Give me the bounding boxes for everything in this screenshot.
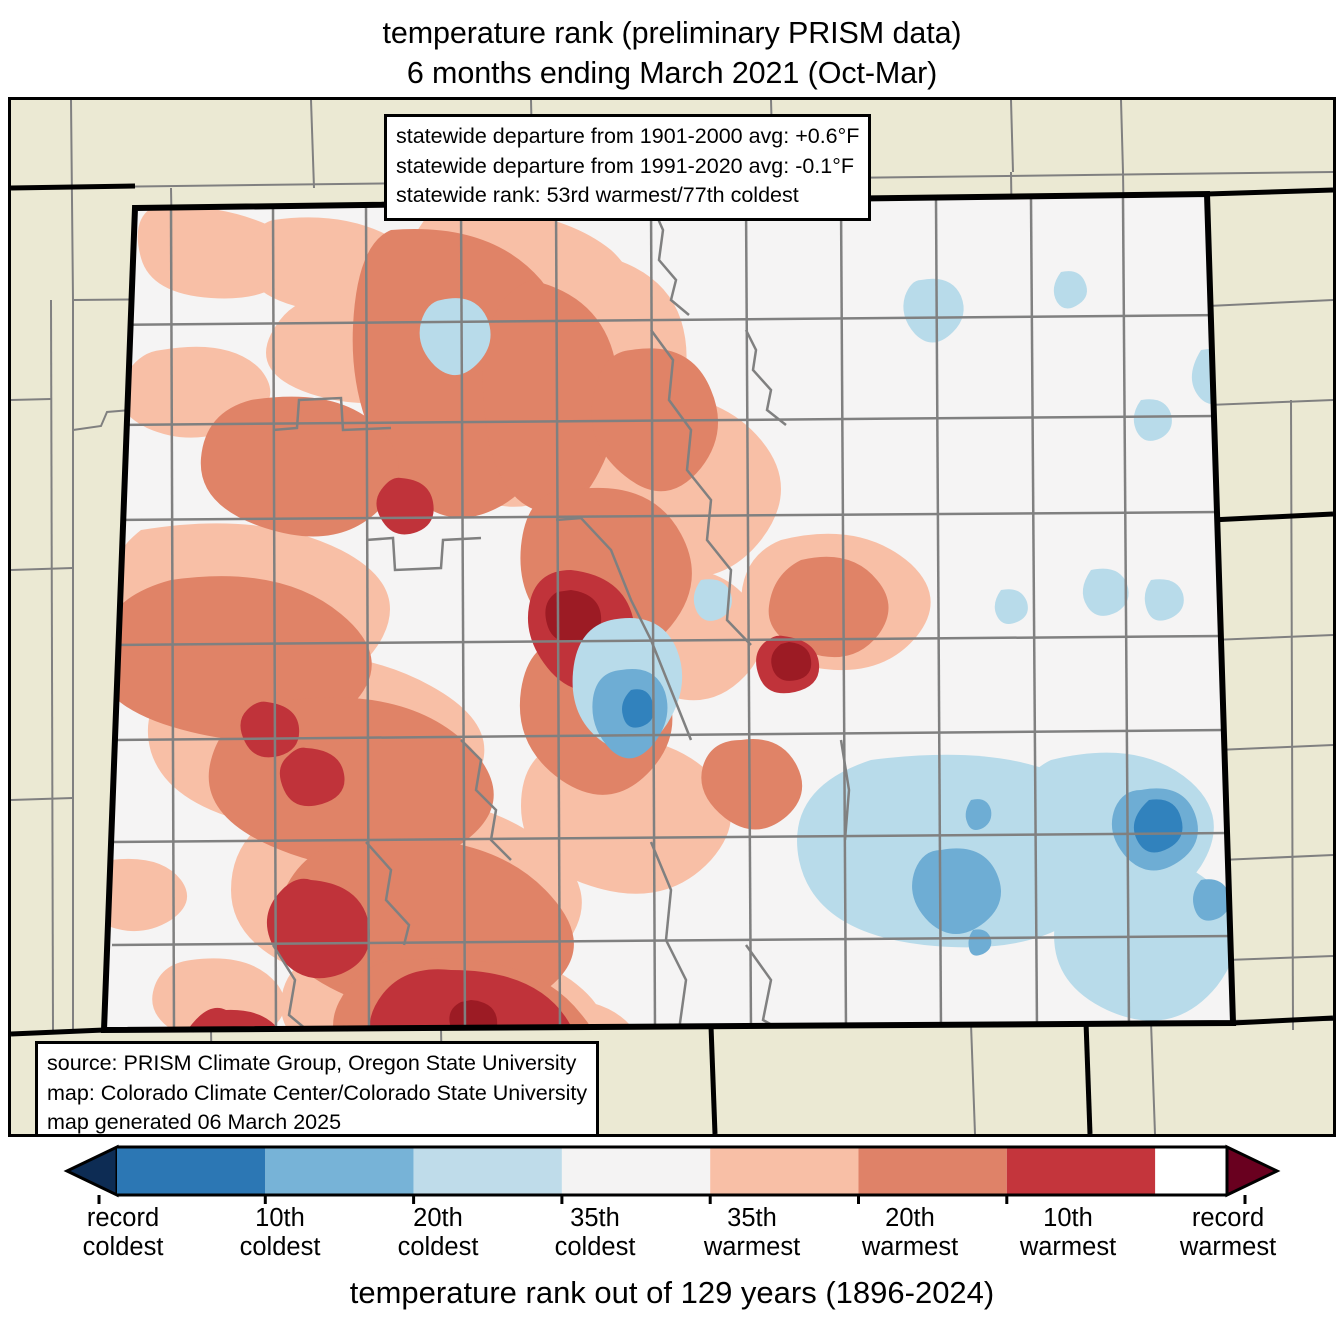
colorbar-band-6 — [858, 1147, 1007, 1195]
title-line-2: 6 months ending March 2021 (Oct-Mar) — [406, 55, 938, 90]
colorbar-band-3 — [413, 1147, 562, 1195]
neighbor-state-borders — [11, 183, 1333, 1134]
colorbar: record coldest 10th coldest 20th coldest 35… — [0, 1142, 1344, 1262]
colorbar-label-5: 20th warmest — [861, 1204, 959, 1262]
colorbar-label-3: 35th coldest — [554, 1204, 636, 1262]
map-panel: statewide departure from 1901-2000 avg: … — [8, 97, 1336, 1137]
colorbar-label-6: 10th warmest — [1019, 1204, 1117, 1262]
shade-10th-coldest — [622, 689, 1183, 853]
colorbar-band-1 — [117, 1147, 266, 1195]
state-interior — [104, 194, 1233, 1030]
colorbar-label-7: record warmest — [1179, 1204, 1277, 1262]
source-generated: map generated 06 March 2025 — [47, 1110, 342, 1135]
county-borders — [104, 197, 1233, 1030]
colorbar-swatches — [63, 1144, 1281, 1204]
source-prism: source: PRISM Climate Group, Oregon Stat… — [47, 1051, 577, 1075]
colorbar-tick-labels: record coldest 10th coldest 20th coldest 35… — [0, 1204, 1344, 1264]
stat-departure-1991-2020: statewide departure from 1991-2020 avg: … — [396, 153, 854, 178]
colorbar-arrow-record-coldest — [63, 1144, 119, 1198]
colorbar-band-4 — [561, 1147, 711, 1195]
colorado-temperature-rank-map — [11, 100, 1333, 1134]
shade-record-warmest — [449, 590, 812, 1030]
colorbar-caption: temperature rank out of 129 years (1896-… — [349, 1275, 995, 1310]
colorbar-label-1: 10th coldest — [239, 1204, 321, 1262]
source-map: map: Colorado Climate Center/Colorado St… — [47, 1080, 588, 1105]
colorbar-band-2 — [265, 1147, 414, 1195]
colorbar-label-4: 35th warmest — [703, 1204, 801, 1262]
colorbar-label-0: record coldest — [82, 1204, 164, 1262]
page-title: temperature rank (preliminary PRISM data… — [0, 14, 1344, 93]
colorbar-band-5 — [710, 1147, 859, 1195]
title-line-1: temperature rank (preliminary PRISM data… — [382, 16, 962, 50]
stat-departure-1901-2000: statewide departure from 1901-2000 avg: … — [396, 124, 860, 148]
colorbar-band-7 — [1006, 1147, 1156, 1195]
colorbar-ticks — [97, 1195, 1247, 1204]
stat-statewide-rank: statewide rank: 53rd warmest/77th coldes… — [396, 183, 799, 208]
colorbar-arrow-record-warmest — [1225, 1144, 1281, 1198]
colorbar-label-2: 20th coldest — [397, 1204, 479, 1262]
source-credits-box: source: PRISM Climate Group, Oregon Stat… — [35, 1041, 600, 1135]
statewide-statistics-box: statewide departure from 1901-2000 avg: … — [384, 114, 872, 221]
